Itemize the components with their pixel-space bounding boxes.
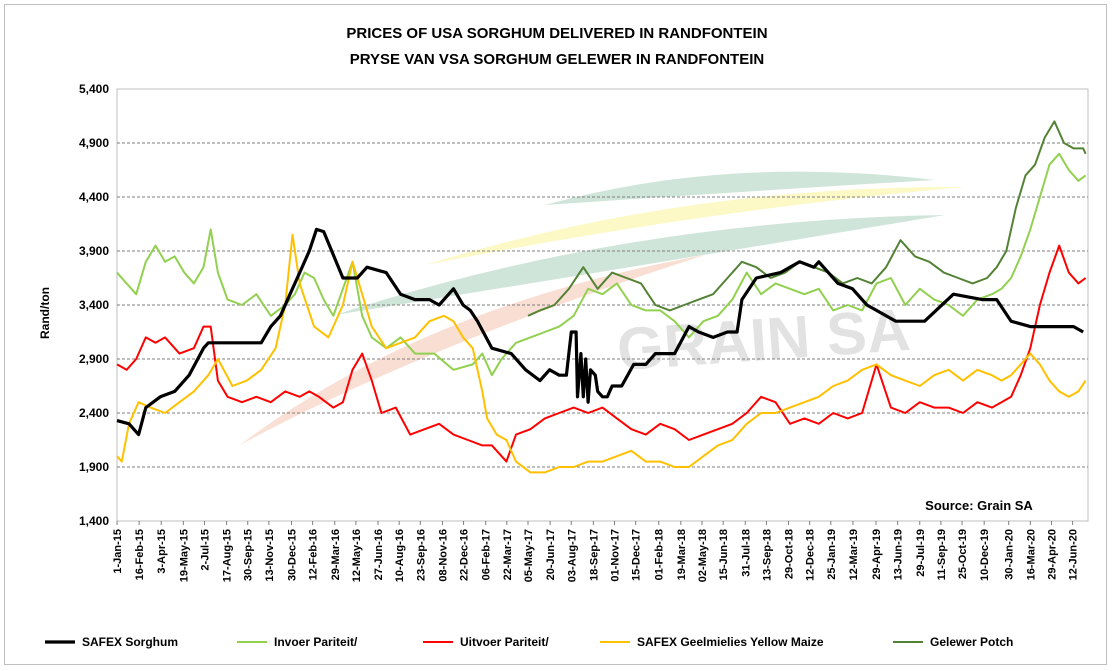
x-tick-label: 17-Aug-15 — [222, 529, 234, 582]
x-tick-label: 06-Feb-17 — [481, 529, 493, 580]
series-line-1 — [116, 152, 1087, 377]
x-tick-label: 12-Feb-16 — [308, 529, 320, 580]
legend-label: Invoer Pariteit/ — [274, 635, 358, 649]
y-tick-label: 1,900 — [79, 460, 109, 474]
x-tick-label: 19-May-15 — [178, 529, 190, 582]
x-tick-label: 22-Dec-16 — [459, 529, 471, 581]
x-tick-label: 02-May-18 — [697, 529, 709, 582]
chart-title-line1: PRICES OF USA SORGHUM DELIVERED IN RANDF… — [346, 25, 767, 42]
x-tick-label: 12-Mar-19 — [848, 529, 860, 580]
y-tick-label: 5,400 — [79, 82, 109, 96]
legend-label: SAFEX Sorghum — [82, 635, 178, 649]
x-tick-label: 25-Jan-19 — [826, 529, 838, 580]
x-tick-label: 30-Jan-20 — [1004, 529, 1016, 580]
x-tick-label: 16-Mar-20 — [1025, 529, 1037, 580]
y-tick-label: 2,400 — [79, 406, 109, 420]
source-note: Source: Grain SA — [925, 498, 1033, 513]
x-tick-label: 10-Aug-16 — [394, 529, 406, 582]
series-line-4 — [527, 120, 1087, 317]
x-tick-label: 19-Mar-18 — [676, 529, 688, 580]
x-tick-label: 18-Sep-17 — [588, 529, 600, 581]
y-axis-label: Rand/ton — [38, 287, 52, 339]
x-tick-label: 29-Apr-20 — [1046, 529, 1058, 580]
y-tick-label: 2,900 — [79, 352, 109, 366]
x-tick-label: 30-Dec-15 — [286, 529, 298, 581]
x-tick-label: 05-May-17 — [523, 529, 535, 582]
x-tick-label: 30-Sep-15 — [243, 529, 255, 581]
legend: SAFEX Sorghum Invoer Pariteit/Uitvoer Par… — [45, 635, 1013, 649]
x-tick-label: 11-Sep-19 — [936, 529, 948, 580]
x-tick-label: 01-Feb-18 — [654, 529, 666, 580]
x-axis-ticks: 1-Jan-15 16-Feb-15 3-Apr-15 19-May-15 2-Jul-… — [112, 521, 1080, 582]
x-tick-label: 2-Jul-15 — [199, 529, 211, 571]
x-tick-label: 15-Jun-18 — [718, 529, 730, 580]
x-tick-label: 27-Jun-16 — [373, 529, 385, 580]
x-tick-label: 13-Jun-19 — [893, 529, 905, 580]
series-line-3 — [116, 233, 1087, 474]
gridlines — [117, 142, 1088, 468]
x-tick-label: 29-Mar-16 — [330, 529, 342, 580]
y-tick-label: 3,400 — [79, 298, 109, 312]
x-tick-label: 31-Jul-18 — [740, 529, 752, 577]
y-tick-label: 1,400 — [79, 514, 109, 528]
legend-label: Uitvoer Pariteit/ — [460, 635, 549, 649]
x-tick-label: 29-Apr-19 — [871, 529, 883, 580]
chart-title-line2: PRYSE VAN VSA SORGHUM GELEWER IN RANDFON… — [350, 51, 764, 68]
y-axis-ticks: 1,400 1,900 2,400 2,900 3,400 3,900 4,400 4,900… — [79, 82, 109, 528]
x-tick-label: 10-Dec-19 — [979, 529, 991, 581]
x-tick-label: 12-Dec-18 — [805, 529, 817, 581]
x-tick-label: 12-May-16 — [351, 529, 363, 582]
series-line-0 — [116, 227, 1084, 437]
y-tick-label: 4,400 — [79, 190, 109, 204]
watermark-text: GRAIN SA — [615, 296, 912, 383]
line-chart: PRICES OF USA SORGHUM DELIVERED IN RANDF… — [38, 25, 1089, 649]
y-tick-label: 3,900 — [79, 244, 109, 258]
x-tick-label: 1-Jan-15 — [112, 529, 124, 574]
x-tick-label: 22-Mar-17 — [502, 529, 514, 580]
series-line-2 — [116, 244, 1087, 463]
chart-frame: PRICES OF USA SORGHUM DELIVERED IN RANDF… — [4, 4, 1107, 665]
legend-label: SAFEX Geelmielies Yellow Maize — [637, 635, 824, 649]
x-tick-label: 29-Jul-19 — [915, 529, 927, 577]
series-lines — [116, 120, 1087, 474]
x-tick-label: 20-Jun-17 — [545, 529, 557, 580]
x-tick-label: 12-Jun-20 — [1068, 529, 1080, 580]
x-tick-label: 08-Nov-16 — [437, 529, 449, 582]
x-tick-label: 29-Oct-18 — [784, 529, 796, 579]
legend-label: Gelewer Potch — [930, 635, 1013, 649]
y-tick-label: 4,900 — [79, 136, 109, 150]
x-tick-label: 13-Sep-18 — [761, 529, 773, 581]
x-tick-label: 3-Apr-15 — [156, 529, 168, 574]
x-tick-label: 03-Aug-17 — [566, 529, 578, 582]
x-tick-label: 15-Dec-17 — [631, 529, 643, 581]
x-tick-label: 01-Nov-17 — [610, 529, 622, 582]
x-tick-label: 25-Oct-19 — [957, 529, 969, 579]
x-tick-label: 23-Sep-16 — [415, 529, 427, 581]
x-tick-label: 16-Feb-15 — [134, 529, 146, 580]
x-tick-label: 13-Nov-15 — [264, 529, 276, 582]
